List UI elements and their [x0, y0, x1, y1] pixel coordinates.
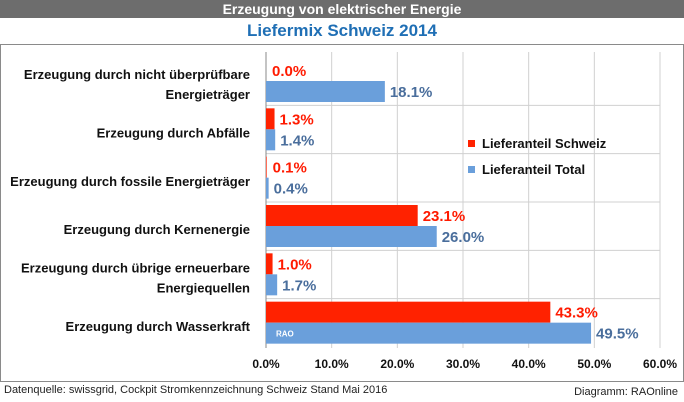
data-label-total: 1.7%	[282, 277, 316, 294]
x-tick-label: 10.0%	[315, 357, 349, 371]
data-label-total: 1.4%	[280, 132, 314, 149]
data-label-schweiz: 43.3%	[555, 305, 598, 322]
bar-total	[266, 322, 592, 344]
data-label-schweiz: 1.0%	[278, 256, 312, 273]
category-label: Erzeugung durch nicht überprüfbare	[24, 67, 250, 82]
chart-subtitle: Liefermix Schweiz 2014	[247, 21, 437, 40]
bar-total	[266, 81, 385, 102]
data-label-total: 18.1%	[390, 84, 433, 101]
data-label-schweiz: 0.0%	[272, 63, 306, 80]
x-tick-label: 50.0%	[577, 357, 611, 371]
data-label-total: 0.4%	[274, 181, 308, 198]
data-label-schweiz: 23.1%	[423, 208, 466, 225]
bar-schweiz	[266, 156, 267, 178]
category-label: Erzeugung durch übrige erneuerbare	[21, 261, 250, 276]
data-source-note: Datenquelle: swissgrid, Cockpit Stromken…	[4, 384, 388, 396]
legend-label-total: Lieferanteil Total	[482, 162, 585, 177]
bar-schweiz	[266, 108, 275, 130]
chart-title: Erzeugung von elektrischer Energie	[0, 0, 684, 18]
category-label: Energieträger	[165, 87, 250, 102]
legend-swatch-total	[468, 166, 475, 173]
category-label: Erzeugung durch Kernenergie	[64, 222, 250, 237]
category-label: Erzeugung durch Wasserkraft	[66, 319, 251, 334]
category-label: Erzeugung durch fossile Energieträger	[10, 174, 250, 189]
x-tick-label: 60.0%	[643, 357, 677, 371]
category-label: Erzeugung durch Abfälle	[97, 126, 250, 141]
x-tick-label: 30.0%	[446, 357, 480, 371]
bar-total	[266, 274, 278, 296]
bar-total	[266, 226, 437, 247]
x-tick-label: 40.0%	[512, 357, 546, 371]
data-label-total: 26.0%	[442, 229, 485, 246]
bar-total	[266, 177, 269, 199]
bar-schweiz	[266, 205, 418, 226]
bar-schweiz	[266, 301, 551, 323]
category-label: Energiequellen	[157, 281, 250, 296]
data-label-total: 49.5%	[596, 326, 639, 343]
legend-swatch-schweiz	[468, 140, 475, 147]
legend-label-schweiz: Lieferanteil Schweiz	[482, 136, 607, 151]
watermark: RAO	[276, 330, 294, 339]
data-label-schweiz: 1.3%	[280, 111, 314, 128]
x-tick-label: 0.0%	[252, 357, 280, 371]
data-label-schweiz: 0.1%	[273, 160, 307, 177]
x-tick-label: 20.0%	[380, 357, 414, 371]
bar-total	[266, 129, 276, 151]
diagram-credit: Diagramm: RAOnline	[574, 386, 678, 398]
bar-schweiz	[266, 253, 273, 275]
